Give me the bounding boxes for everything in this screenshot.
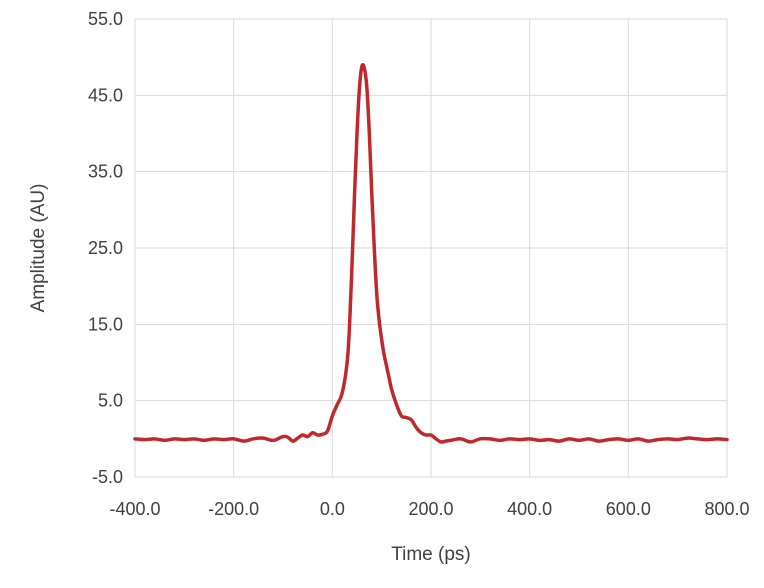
y-tick-label: 25.0 (88, 238, 123, 258)
plot-area (134, 18, 728, 478)
x-tick-label: -400.0 (109, 499, 160, 519)
y-tick-label: 45.0 (88, 85, 123, 105)
x-axis-title: Time (ps) (391, 544, 471, 565)
y-tick-label: 55.0 (88, 9, 123, 29)
y-tick-label: 5.0 (98, 391, 123, 411)
series-group (133, 62, 729, 444)
x-tick-label: 800.0 (704, 499, 749, 519)
x-tick-label: 600.0 (606, 499, 651, 519)
x-tick-label: 0.0 (320, 499, 345, 519)
grid (134, 18, 728, 478)
x-tick-label: 200.0 (408, 499, 453, 519)
x-tick-label: -200.0 (208, 499, 259, 519)
y-tick-label: 15.0 (88, 314, 123, 334)
y-axis-ticks: 55.0 45.0 35.0 25.0 15.0 5.0 -5.0 (88, 9, 123, 487)
y-tick-label: 35.0 (88, 162, 123, 182)
y-tick-label: -5.0 (92, 467, 123, 487)
y-axis-title: Amplitude (AU) (28, 184, 49, 313)
x-tick-label: 400.0 (507, 499, 552, 519)
amplitude-series-line (133, 62, 729, 444)
x-axis-ticks: -400.0 -200.0 0.0 200.0 400.0 600.0 800.0 (109, 499, 749, 519)
